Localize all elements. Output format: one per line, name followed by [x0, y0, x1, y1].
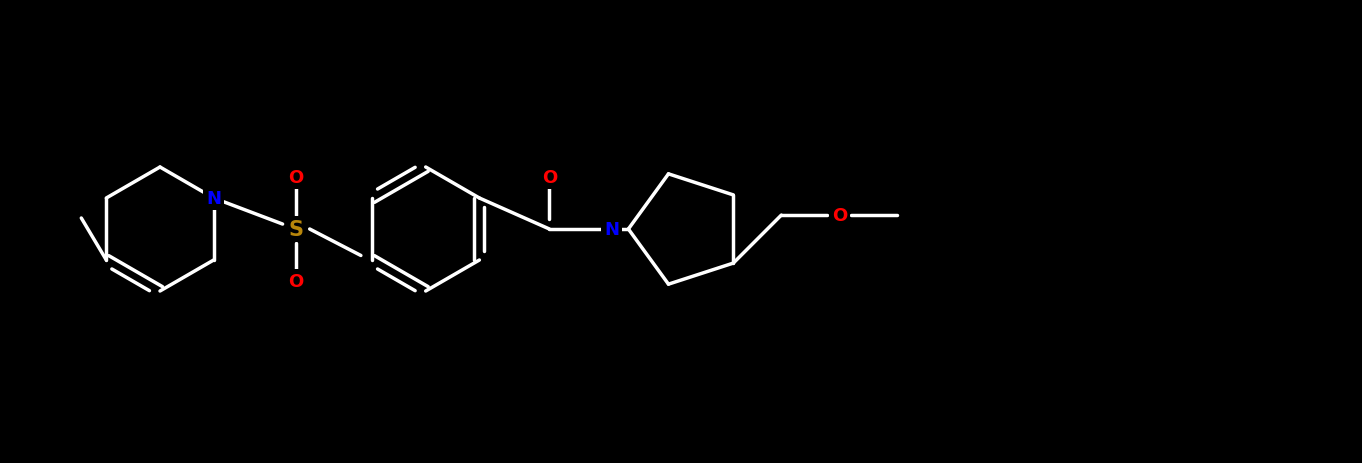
Text: O: O — [542, 169, 557, 187]
Text: N: N — [206, 189, 221, 207]
Text: S: S — [289, 219, 304, 239]
Text: N: N — [603, 220, 618, 238]
Text: O: O — [289, 169, 304, 187]
Text: O: O — [832, 206, 847, 225]
Text: O: O — [289, 272, 304, 290]
